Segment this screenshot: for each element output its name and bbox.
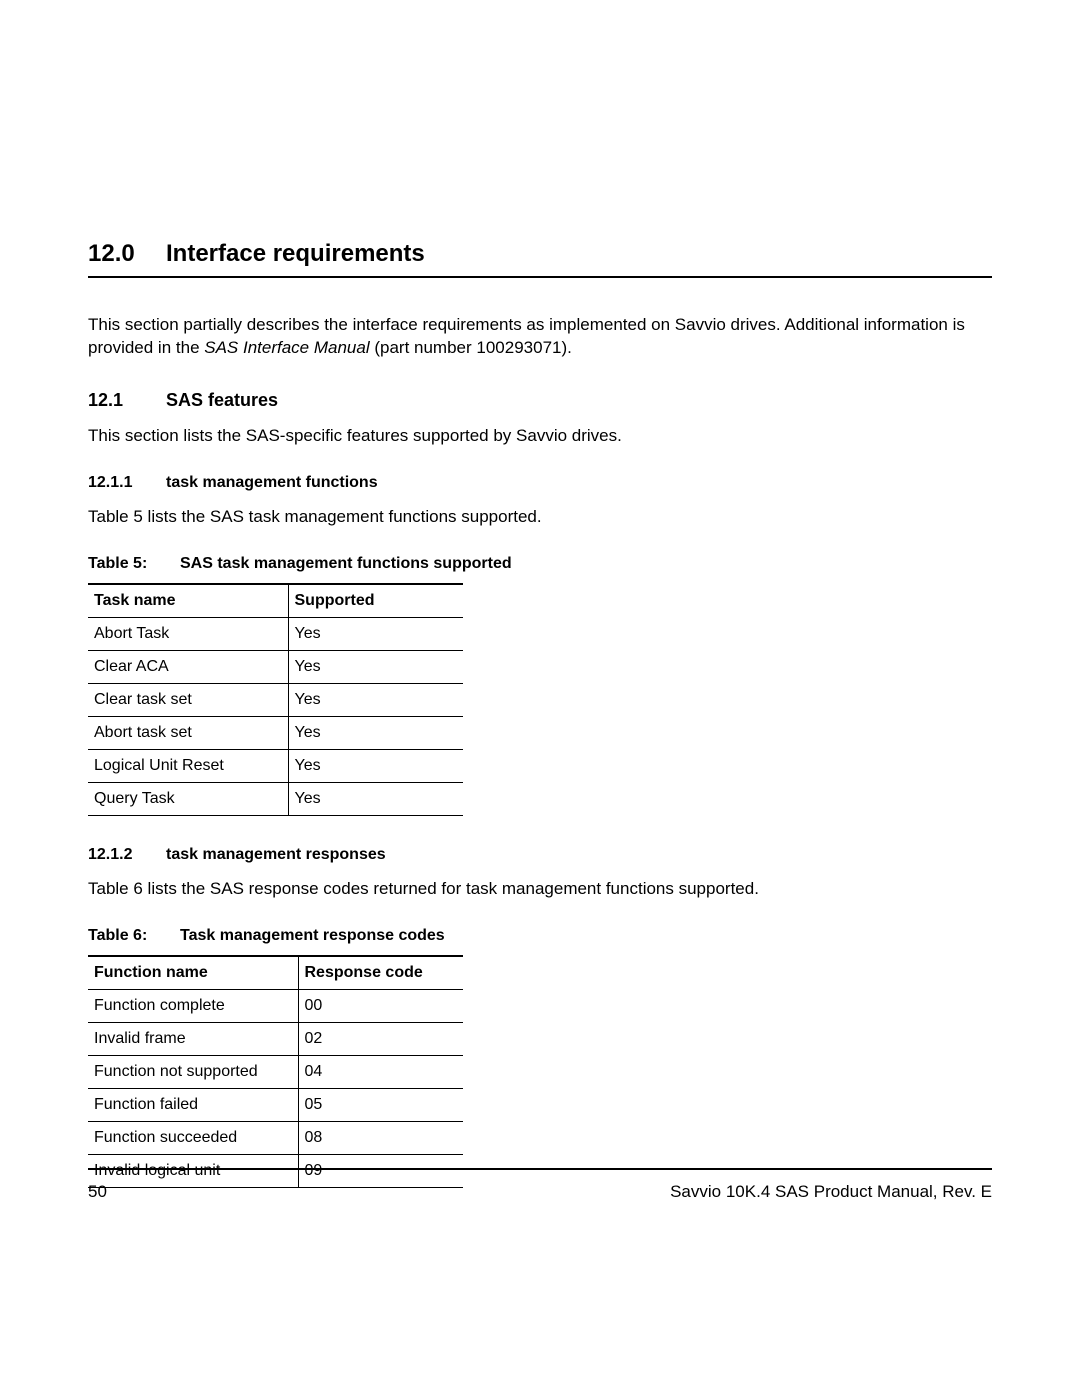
- subsubsection-heading: 12.1.2 task management responses: [88, 846, 992, 864]
- table-cell: Abort task set: [88, 716, 288, 749]
- table-row: Logical Unit ResetYes: [88, 749, 463, 782]
- table-cell: 05: [298, 1088, 463, 1121]
- table-cell: Logical Unit Reset: [88, 749, 288, 782]
- table6-caption-label: Table 6:: [88, 927, 180, 945]
- table-row: Abort TaskYes: [88, 617, 463, 650]
- intro-text-italic: SAS Interface Manual: [204, 338, 369, 357]
- intro-paragraph: This section partially describes the int…: [88, 314, 992, 360]
- page-number: 50: [88, 1182, 107, 1202]
- subsection-heading: 12.1 SAS features: [88, 390, 992, 411]
- subsubsection-number: 12.1.1: [88, 474, 166, 492]
- table-cell: 04: [298, 1055, 463, 1088]
- table6: Function name Response code Function com…: [88, 955, 463, 1188]
- table6-caption-title: Task management response codes: [180, 927, 445, 945]
- table5-header-col2: Supported: [288, 584, 463, 618]
- s1-paragraph: Table 5 lists the SAS task management fu…: [88, 506, 992, 529]
- table-row: Function failed05: [88, 1088, 463, 1121]
- table-row: Abort task setYes: [88, 716, 463, 749]
- table-header-row: Task name Supported: [88, 584, 463, 618]
- table-cell: Yes: [288, 716, 463, 749]
- table5-caption-label: Table 5:: [88, 555, 180, 573]
- table-row: Function not supported04: [88, 1055, 463, 1088]
- table-cell: 00: [298, 989, 463, 1022]
- subsubsection-number: 12.1.2: [88, 846, 166, 864]
- table-cell: 02: [298, 1022, 463, 1055]
- intro-text-post: (part number 100293071).: [370, 338, 572, 357]
- table-cell: Yes: [288, 617, 463, 650]
- table-cell: Abort Task: [88, 617, 288, 650]
- table-header-row: Function name Response code: [88, 956, 463, 990]
- table6-caption: Table 6: Task management response codes: [88, 927, 992, 945]
- table-cell: 08: [298, 1121, 463, 1154]
- section-title: Interface requirements: [166, 240, 425, 268]
- table-cell: Clear task set: [88, 683, 288, 716]
- table-cell: Query Task: [88, 782, 288, 815]
- table5: Task name Supported Abort TaskYesClear A…: [88, 583, 463, 816]
- table-cell: Yes: [288, 782, 463, 815]
- s2-paragraph: Table 6 lists the SAS response codes ret…: [88, 878, 992, 901]
- table-cell: Function not supported: [88, 1055, 298, 1088]
- page-footer: 50 Savvio 10K.4 SAS Product Manual, Rev.…: [88, 1168, 992, 1202]
- table-row: Invalid frame02: [88, 1022, 463, 1055]
- table-row: Function complete00: [88, 989, 463, 1022]
- table-cell: Yes: [288, 749, 463, 782]
- table-cell: Function complete: [88, 989, 298, 1022]
- table-row: Function succeeded08: [88, 1121, 463, 1154]
- subsubsection-title: task management functions: [166, 474, 378, 492]
- section-heading: 12.0 Interface requirements: [88, 240, 992, 278]
- table-cell: Yes: [288, 683, 463, 716]
- table-cell: Invalid frame: [88, 1022, 298, 1055]
- footer-title: Savvio 10K.4 SAS Product Manual, Rev. E: [670, 1182, 992, 1202]
- table5-caption-title: SAS task management functions supported: [180, 555, 512, 573]
- subsection-paragraph: This section lists the SAS-specific feat…: [88, 425, 992, 448]
- section-number: 12.0: [88, 240, 166, 268]
- table-cell: Yes: [288, 650, 463, 683]
- table-cell: Function succeeded: [88, 1121, 298, 1154]
- subsection-number: 12.1: [88, 390, 166, 411]
- table-row: Clear ACAYes: [88, 650, 463, 683]
- subsection-title: SAS features: [166, 390, 278, 411]
- page-content: 12.0 Interface requirements This section…: [88, 240, 992, 1218]
- table6-header-col1: Function name: [88, 956, 298, 990]
- table5-header-col1: Task name: [88, 584, 288, 618]
- subsubsection-heading: 12.1.1 task management functions: [88, 474, 992, 492]
- table-cell: Clear ACA: [88, 650, 288, 683]
- table6-header-col2: Response code: [298, 956, 463, 990]
- table-cell: Function failed: [88, 1088, 298, 1121]
- table5-caption: Table 5: SAS task management functions s…: [88, 555, 992, 573]
- subsubsection-title: task management responses: [166, 846, 386, 864]
- table-row: Query TaskYes: [88, 782, 463, 815]
- table-row: Clear task setYes: [88, 683, 463, 716]
